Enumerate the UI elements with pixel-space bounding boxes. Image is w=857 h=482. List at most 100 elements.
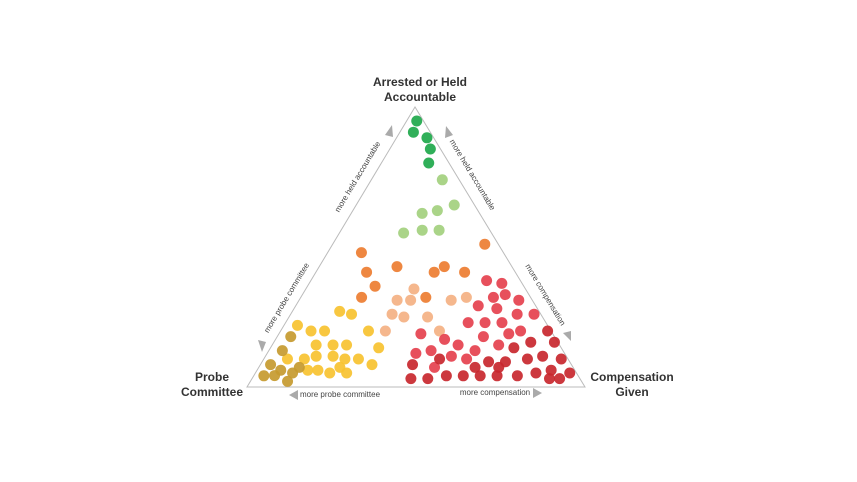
arrow bbox=[385, 125, 393, 137]
point bbox=[445, 350, 457, 362]
point bbox=[493, 361, 505, 373]
point bbox=[511, 370, 523, 382]
point bbox=[416, 224, 428, 236]
point bbox=[298, 353, 310, 365]
point bbox=[410, 347, 422, 359]
point bbox=[493, 339, 505, 351]
arrows bbox=[258, 125, 571, 400]
point bbox=[503, 328, 515, 340]
point bbox=[515, 325, 527, 337]
edge-label: more probe committee bbox=[300, 390, 381, 399]
corner-label-right: Given bbox=[615, 385, 648, 399]
point bbox=[407, 359, 419, 371]
point bbox=[508, 342, 520, 354]
point bbox=[496, 277, 508, 289]
corner-label-top: Accountable bbox=[384, 90, 456, 104]
point bbox=[554, 373, 566, 385]
point bbox=[366, 359, 378, 371]
point bbox=[391, 294, 403, 306]
corner-label-left: Probe bbox=[195, 370, 229, 384]
point bbox=[269, 370, 281, 382]
point bbox=[411, 115, 423, 127]
corner-label-left: Committee bbox=[181, 385, 243, 399]
point bbox=[542, 325, 554, 337]
point bbox=[285, 331, 297, 343]
point bbox=[420, 291, 432, 303]
arrow bbox=[533, 388, 542, 398]
point bbox=[530, 367, 542, 379]
corner-label-top: Arrested or Held bbox=[373, 75, 467, 89]
point bbox=[391, 261, 403, 273]
point bbox=[310, 339, 322, 351]
point bbox=[327, 339, 339, 351]
point bbox=[496, 317, 508, 329]
point bbox=[433, 224, 445, 236]
point bbox=[327, 350, 339, 362]
point bbox=[439, 333, 451, 345]
point bbox=[452, 339, 464, 351]
point bbox=[302, 364, 314, 376]
point bbox=[422, 373, 434, 385]
point bbox=[361, 266, 373, 278]
point bbox=[436, 174, 448, 186]
point bbox=[424, 143, 436, 155]
point bbox=[362, 325, 374, 337]
point bbox=[548, 336, 560, 348]
point bbox=[334, 305, 346, 317]
point bbox=[291, 319, 303, 331]
point bbox=[543, 373, 555, 385]
arrow bbox=[445, 126, 453, 138]
point bbox=[462, 317, 474, 329]
point bbox=[545, 364, 557, 376]
point bbox=[379, 325, 391, 337]
point bbox=[445, 294, 457, 306]
point bbox=[346, 308, 358, 320]
edge-label: more probe committee bbox=[262, 261, 311, 335]
point bbox=[421, 132, 433, 144]
point bbox=[499, 289, 511, 301]
point bbox=[415, 328, 427, 340]
point bbox=[491, 370, 503, 382]
point bbox=[324, 367, 336, 379]
point bbox=[373, 342, 385, 354]
point bbox=[479, 317, 491, 329]
point bbox=[479, 238, 491, 250]
point bbox=[341, 367, 353, 379]
point bbox=[461, 353, 473, 365]
point bbox=[525, 336, 537, 348]
point bbox=[429, 361, 441, 373]
triangle bbox=[246, 106, 586, 388]
point bbox=[423, 157, 435, 169]
point bbox=[477, 331, 489, 343]
point bbox=[355, 247, 367, 259]
point bbox=[511, 308, 523, 320]
point bbox=[281, 353, 293, 365]
point bbox=[555, 353, 567, 365]
edge-label: more compensation bbox=[460, 388, 530, 397]
point bbox=[474, 370, 486, 382]
point bbox=[483, 356, 495, 368]
point bbox=[440, 370, 452, 382]
point bbox=[425, 345, 437, 357]
point bbox=[513, 294, 525, 306]
point bbox=[312, 364, 324, 376]
point bbox=[386, 308, 398, 320]
point bbox=[265, 359, 277, 371]
point bbox=[405, 373, 417, 385]
point bbox=[319, 325, 331, 337]
point bbox=[398, 311, 410, 323]
point bbox=[460, 291, 472, 303]
point bbox=[416, 207, 428, 219]
point bbox=[305, 325, 317, 337]
point bbox=[457, 370, 469, 382]
point bbox=[408, 283, 420, 295]
point bbox=[405, 294, 417, 306]
point bbox=[352, 353, 364, 365]
point bbox=[528, 308, 540, 320]
point bbox=[369, 280, 381, 292]
point bbox=[448, 199, 460, 211]
point bbox=[356, 291, 368, 303]
point bbox=[491, 303, 503, 315]
arrow bbox=[258, 340, 266, 352]
